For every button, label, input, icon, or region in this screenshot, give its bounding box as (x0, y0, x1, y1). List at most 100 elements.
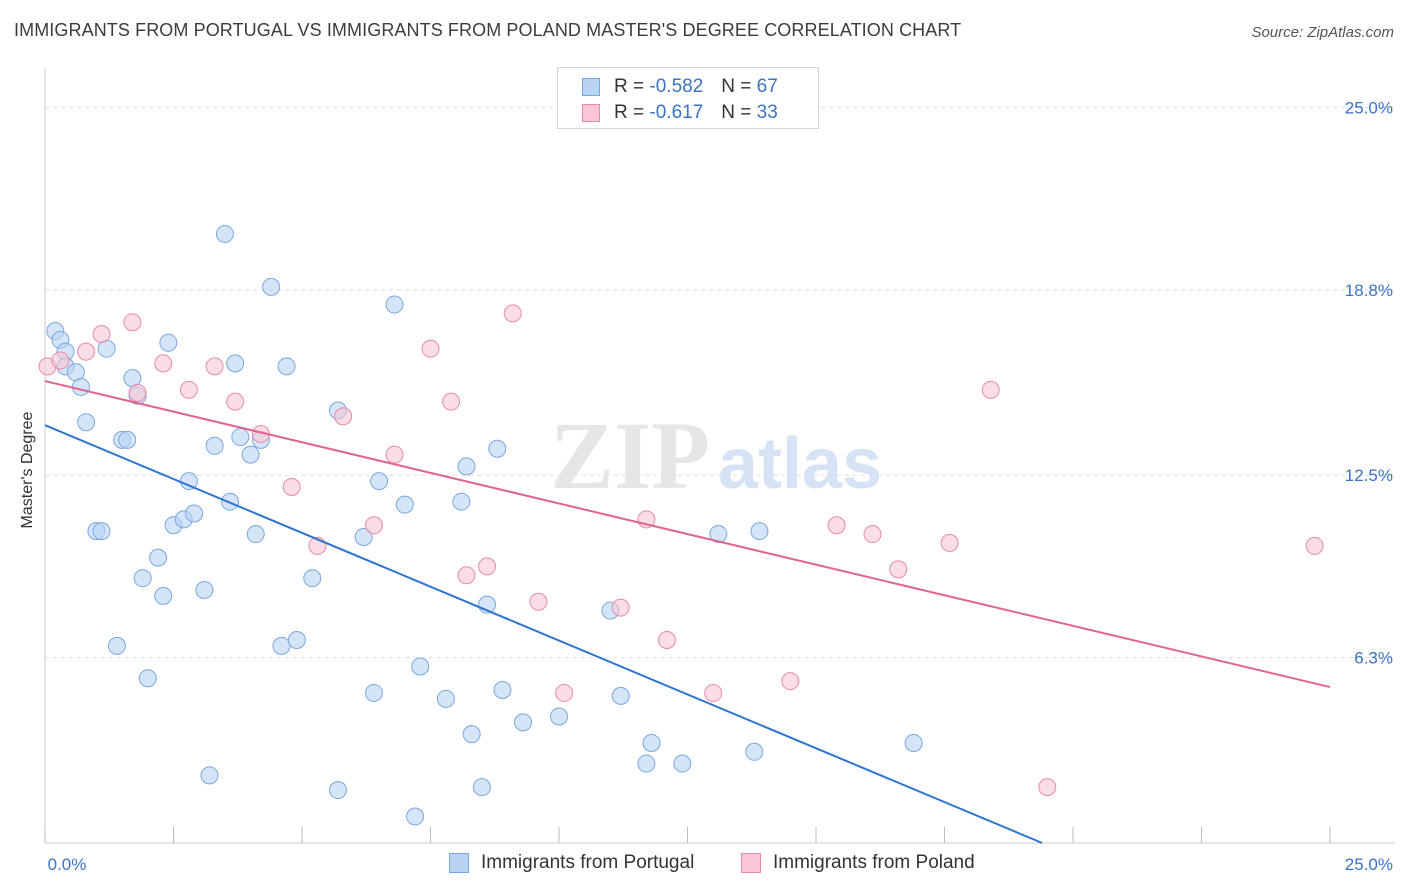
data-point (92, 522, 111, 541)
data-point (709, 525, 728, 544)
x-tick-label: 0.0% (48, 855, 87, 874)
data-point (195, 580, 214, 599)
legend-r-label: R = (614, 76, 645, 97)
data-point (704, 683, 723, 702)
data-point (452, 492, 471, 511)
data-point (51, 351, 70, 370)
watermark: ZIP atlas (550, 402, 882, 509)
data-point (272, 636, 291, 655)
data-point (1038, 778, 1057, 797)
legend-swatch-poland (741, 853, 761, 873)
data-point (673, 754, 692, 773)
data-point (493, 681, 512, 699)
data-point (215, 224, 234, 243)
legend-label-poland: Immigrants from Poland (773, 852, 975, 873)
data-point (611, 598, 630, 617)
data-point (277, 357, 296, 376)
source-note: Source: ZipAtlas.com (1251, 24, 1394, 41)
data-point (328, 781, 347, 800)
data-point (205, 436, 224, 455)
y-tick-label: 25.0% (1345, 98, 1393, 117)
y-tick-label: 18.8% (1345, 281, 1393, 300)
data-point (781, 672, 800, 691)
data-point (205, 357, 224, 376)
chart-title: IMMIGRANTS FROM PORTUGAL VS IMMIGRANTS F… (14, 20, 962, 40)
data-point (514, 713, 533, 732)
data-point (364, 683, 383, 702)
data-point (488, 439, 507, 458)
data-point (159, 333, 178, 352)
data-point (529, 592, 548, 611)
data-point (745, 742, 764, 761)
data-point (637, 754, 656, 773)
data-point (123, 313, 142, 332)
data-point (226, 354, 245, 373)
legend-r-value: -0.582 (649, 76, 704, 97)
data-point (154, 586, 173, 605)
legend-n-value: 33 (756, 102, 778, 123)
legend-label-portugal: Immigrants from Portugal (481, 852, 695, 873)
data-point (385, 445, 404, 464)
data-point (231, 427, 250, 446)
data-point (436, 689, 455, 708)
data-point (472, 778, 491, 797)
data-point (370, 472, 389, 491)
data-point (863, 525, 882, 544)
data-point (904, 733, 923, 752)
data-point (246, 525, 265, 544)
data-point (478, 557, 497, 576)
portugal-trend-line (44, 424, 1043, 844)
legend-item-portugal: Immigrants from Portugal (449, 852, 694, 874)
data-point (421, 339, 440, 358)
data-point (395, 495, 414, 514)
data-point (385, 295, 404, 314)
tick-labels: 6.3% 12.5% 18.8% 25.0% 0.0% 25.0% (48, 98, 1393, 874)
legend-n-label: N = (721, 102, 752, 123)
grid-lines (45, 106, 1395, 659)
data-point (750, 522, 769, 541)
legend-n-label: N = (721, 76, 752, 97)
data-point (133, 569, 152, 588)
data-point (200, 766, 219, 785)
data-point (657, 630, 676, 649)
data-point (241, 445, 260, 464)
portugal-points (46, 224, 923, 826)
data-point (550, 707, 568, 726)
legend-r-value: -0.617 (649, 102, 704, 123)
y-axis-title: Master's Degree (19, 411, 36, 529)
data-point (154, 354, 173, 373)
data-point (128, 383, 147, 402)
watermark-zip: ZIP (550, 402, 710, 509)
data-point (226, 392, 245, 411)
data-point (185, 504, 204, 523)
legend-r-label: R = (614, 102, 645, 123)
data-point (118, 430, 137, 449)
data-point (889, 560, 908, 579)
data-point (442, 392, 461, 411)
legend-row-portugal: R = -0.582 N = 67 (582, 75, 778, 99)
legend-swatch-portugal (449, 853, 469, 873)
legend-n-value: 67 (756, 76, 778, 97)
data-point (827, 516, 846, 535)
data-point (555, 683, 574, 702)
y-tick-label: 12.5% (1345, 466, 1393, 485)
poland-trend-line (44, 380, 1331, 689)
data-point (303, 569, 322, 588)
data-point (411, 657, 430, 676)
trend-lines (44, 380, 1331, 844)
watermark-atlas: atlas (718, 424, 882, 504)
legend-swatch-portugal (582, 78, 600, 96)
data-point (334, 407, 353, 426)
data-point (287, 630, 306, 649)
data-point (92, 324, 111, 343)
data-point (282, 477, 301, 496)
axes (44, 68, 1395, 844)
data-point (364, 516, 383, 535)
legend-swatch-poland (582, 104, 600, 122)
data-point (457, 457, 476, 476)
x-tick-label: 25.0% (1345, 855, 1393, 874)
data-point (262, 277, 281, 296)
data-point (179, 380, 198, 399)
legend-row-poland: R = -0.617 N = 33 (582, 101, 778, 125)
